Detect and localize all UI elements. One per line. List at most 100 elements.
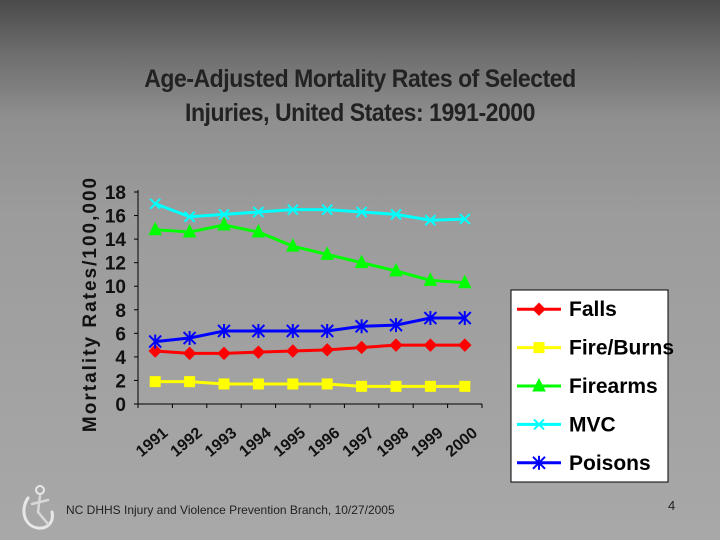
x-tick-label: 1996	[305, 425, 343, 461]
series-firearms	[148, 216, 472, 289]
data-point-poisons	[389, 318, 403, 333]
data-point-falls	[286, 344, 300, 358]
x-tick-label: 1995	[271, 425, 309, 461]
legend-label: Falls	[569, 298, 617, 321]
data-point-firearms	[457, 274, 472, 289]
data-point-mvc	[424, 214, 437, 226]
data-point-mvc	[390, 208, 402, 221]
dhhs-logo-icon	[22, 485, 54, 530]
y-tick-label: 6	[115, 324, 126, 345]
data-point-firearms	[217, 216, 231, 231]
y-tick-label: 12	[105, 254, 126, 275]
data-point-firearms	[389, 262, 403, 277]
y-axis-title: Mortality Rates/100,000	[80, 176, 101, 432]
legend-swatch-marker	[533, 418, 545, 431]
x-tick-label: 1997	[340, 425, 378, 461]
legend-label: Fire/Burns	[569, 337, 674, 360]
legend-swatch-marker	[532, 455, 546, 470]
data-point-firearms	[354, 254, 369, 269]
x-tick-label: 1998	[374, 425, 412, 461]
legend-swatch-marker	[532, 377, 546, 392]
x-tick-label: 1992	[168, 425, 206, 461]
legend-label: Poisons	[569, 452, 651, 475]
series-line-poisons	[155, 316, 465, 344]
legend-item-firearms: Firearms	[517, 375, 658, 398]
data-point-poisons	[251, 323, 266, 338]
series-line-fire-burns	[155, 380, 465, 388]
footer-text: NC DHHS Injury and Violence Prevention B…	[66, 503, 395, 517]
legend-label: Firearms	[569, 375, 658, 398]
data-point-mvc	[218, 208, 230, 221]
data-point-mvc	[287, 203, 299, 216]
data-point-mvc	[355, 206, 368, 218]
series-falls	[148, 338, 472, 361]
slide-number: 4	[668, 498, 676, 513]
data-point-poisons	[458, 311, 472, 326]
data-point-fire-burns	[149, 376, 161, 388]
chart-title: Age-Adjusted Mortality Rates of Selected…	[121, 62, 599, 130]
series-poisons	[148, 311, 472, 349]
data-point-mvc	[183, 211, 196, 223]
data-point-fire-burns	[424, 380, 436, 392]
series-line-falls	[155, 343, 465, 355]
y-tick-label: 10	[105, 277, 126, 298]
data-point-firearms	[423, 272, 438, 286]
series-mvc	[149, 198, 471, 226]
data-point-falls	[389, 338, 403, 352]
data-point-poisons	[286, 323, 300, 338]
data-point-falls	[217, 346, 231, 361]
x-tick-label: 1999	[408, 425, 446, 461]
data-point-mvc	[459, 213, 471, 225]
legend-item-falls: Falls	[517, 298, 617, 321]
legend-label: MVC	[569, 413, 616, 436]
data-point-falls	[320, 343, 334, 357]
data-point-falls	[148, 344, 162, 358]
data-point-poisons	[217, 323, 231, 338]
series-line-mvc	[154, 202, 465, 222]
chart-title-line-2: Injuries, United States: 1991-2000	[185, 99, 535, 127]
legend: Falls Fire/Burns Firearms MVC Poisons	[510, 289, 674, 483]
data-point-poisons	[354, 319, 369, 334]
y-tick-label: 8	[115, 301, 126, 322]
data-point-firearms	[148, 221, 163, 236]
x-tick-label: 1994	[236, 425, 274, 461]
legend-item-mvc: MVC	[517, 413, 616, 436]
series-fire-burns	[149, 376, 471, 392]
y-tick-label: 4	[115, 348, 126, 369]
data-point-mvc	[252, 206, 265, 218]
data-point-poisons	[148, 334, 162, 349]
y-tick-label: 2	[115, 371, 126, 392]
y-tick-label: 14	[105, 230, 127, 251]
legend-swatch-marker	[532, 302, 546, 316]
data-point-fire-burns	[287, 378, 299, 390]
data-point-mvc	[149, 198, 161, 210]
data-point-fire-burns	[218, 378, 230, 390]
data-point-falls	[458, 338, 472, 352]
data-point-poisons	[320, 323, 334, 338]
x-tick-label: 1991	[133, 425, 171, 461]
data-point-fire-burns	[252, 378, 264, 390]
data-point-fire-burns	[390, 380, 402, 392]
x-tick-label: 1993	[202, 425, 240, 461]
y-tick-label: 16	[105, 207, 126, 228]
data-point-fire-burns	[184, 376, 196, 388]
y-tick-label: 18	[105, 183, 126, 204]
data-point-firearms	[251, 223, 266, 238]
data-point-poisons	[182, 331, 197, 346]
data-point-mvc	[321, 203, 333, 216]
data-point-falls	[251, 345, 266, 359]
data-point-falls	[423, 338, 438, 352]
data-point-fire-burns	[459, 380, 471, 392]
data-point-fire-burns	[321, 378, 333, 390]
y-tick-label: 0	[115, 395, 126, 416]
data-point-firearms	[320, 246, 335, 260]
data-point-poisons	[423, 311, 438, 326]
series-line-firearms	[155, 223, 465, 285]
data-point-fire-burns	[356, 380, 368, 392]
legend-swatch-marker	[533, 342, 545, 354]
data-point-falls	[354, 340, 369, 355]
data-point-firearms	[182, 223, 197, 238]
legend-item-poisons: Poisons	[517, 452, 651, 475]
data-point-falls	[182, 346, 197, 361]
